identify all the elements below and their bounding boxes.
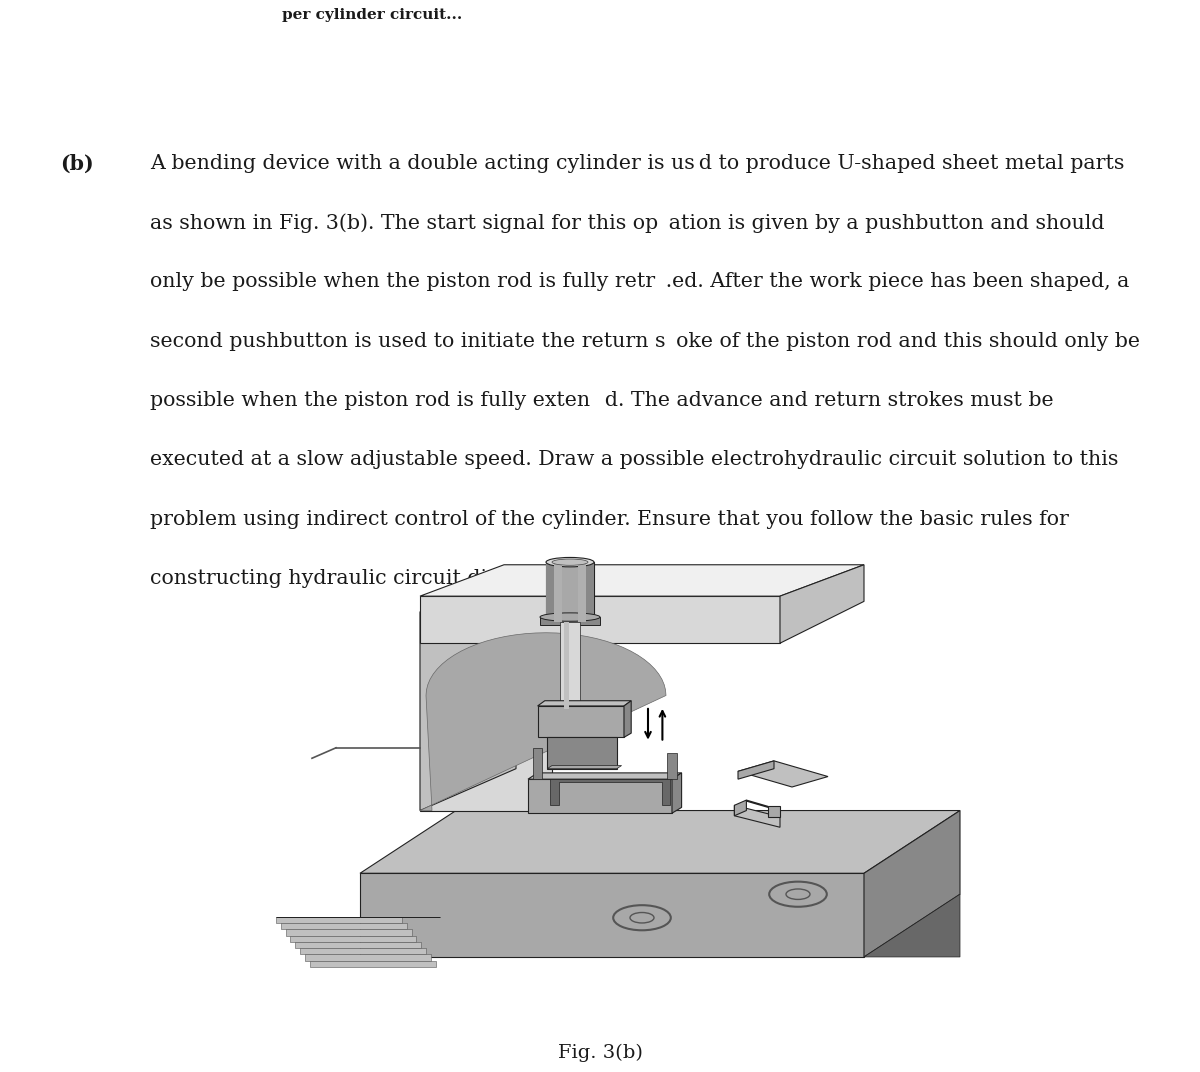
Text: A bending device with a double acting cylinder is us d to produce U-shaped sheet: A bending device with a double acting cy…: [150, 153, 1124, 173]
Text: problem using indirect control of the cylinder. Ensure that you follow the basic: problem using indirect control of the cy…: [150, 509, 1069, 528]
Polygon shape: [286, 929, 412, 936]
Polygon shape: [547, 738, 617, 769]
Polygon shape: [420, 632, 666, 810]
Polygon shape: [540, 617, 600, 625]
Polygon shape: [538, 701, 631, 706]
Polygon shape: [734, 805, 780, 828]
Polygon shape: [420, 565, 864, 596]
Text: possible when the piston rod is fully exten   d. The advance and return strokes : possible when the piston rod is fully ex…: [150, 391, 1054, 410]
Ellipse shape: [540, 613, 600, 622]
Polygon shape: [305, 954, 431, 961]
Polygon shape: [738, 761, 774, 779]
Polygon shape: [746, 800, 768, 807]
Polygon shape: [276, 917, 402, 923]
Polygon shape: [738, 761, 828, 787]
Polygon shape: [310, 961, 436, 967]
Polygon shape: [864, 810, 960, 957]
Polygon shape: [734, 800, 746, 816]
Polygon shape: [578, 562, 586, 622]
Polygon shape: [533, 748, 542, 779]
Ellipse shape: [552, 559, 588, 565]
Text: second pushbutton is used to initiate the return s  oke of the piston rod and th: second pushbutton is used to initiate th…: [150, 331, 1140, 351]
Polygon shape: [554, 562, 562, 622]
Text: per cylinder circuit...: per cylinder circuit...: [282, 9, 462, 23]
Polygon shape: [547, 765, 622, 769]
Polygon shape: [528, 773, 682, 779]
Polygon shape: [768, 806, 780, 817]
Text: constructing hydraulic circuit diagrams.: constructing hydraulic circuit diagrams.: [150, 569, 571, 587]
Text: executed at a slow adjustable speed. Draw a possible electrohydraulic circuit so: executed at a slow adjustable speed. Dra…: [150, 450, 1118, 470]
Text: (b): (b): [60, 153, 94, 174]
Polygon shape: [667, 753, 677, 779]
Text: only be possible when the piston rod is fully retr  .ed. After the work piece ha: only be possible when the piston rod is …: [150, 272, 1129, 292]
Polygon shape: [420, 576, 516, 810]
Polygon shape: [564, 622, 569, 709]
Polygon shape: [672, 773, 682, 814]
Polygon shape: [780, 565, 864, 643]
Polygon shape: [560, 622, 580, 709]
Polygon shape: [538, 706, 624, 738]
Polygon shape: [582, 562, 594, 622]
Ellipse shape: [546, 557, 594, 567]
Polygon shape: [300, 948, 426, 954]
Polygon shape: [290, 936, 416, 942]
Text: as shown in Fig. 3(b). The start signal for this op  ation is given by a pushbut: as shown in Fig. 3(b). The start signal …: [150, 213, 1104, 233]
Polygon shape: [360, 874, 864, 957]
Polygon shape: [295, 942, 421, 948]
Polygon shape: [528, 779, 672, 814]
Polygon shape: [360, 810, 960, 874]
Polygon shape: [546, 562, 594, 622]
Text: Fig. 3(b): Fig. 3(b): [558, 1043, 642, 1061]
Polygon shape: [864, 894, 960, 957]
Polygon shape: [420, 612, 552, 810]
Polygon shape: [420, 596, 780, 643]
Polygon shape: [624, 701, 631, 738]
Polygon shape: [550, 779, 670, 805]
Polygon shape: [546, 562, 558, 622]
Polygon shape: [281, 923, 407, 929]
